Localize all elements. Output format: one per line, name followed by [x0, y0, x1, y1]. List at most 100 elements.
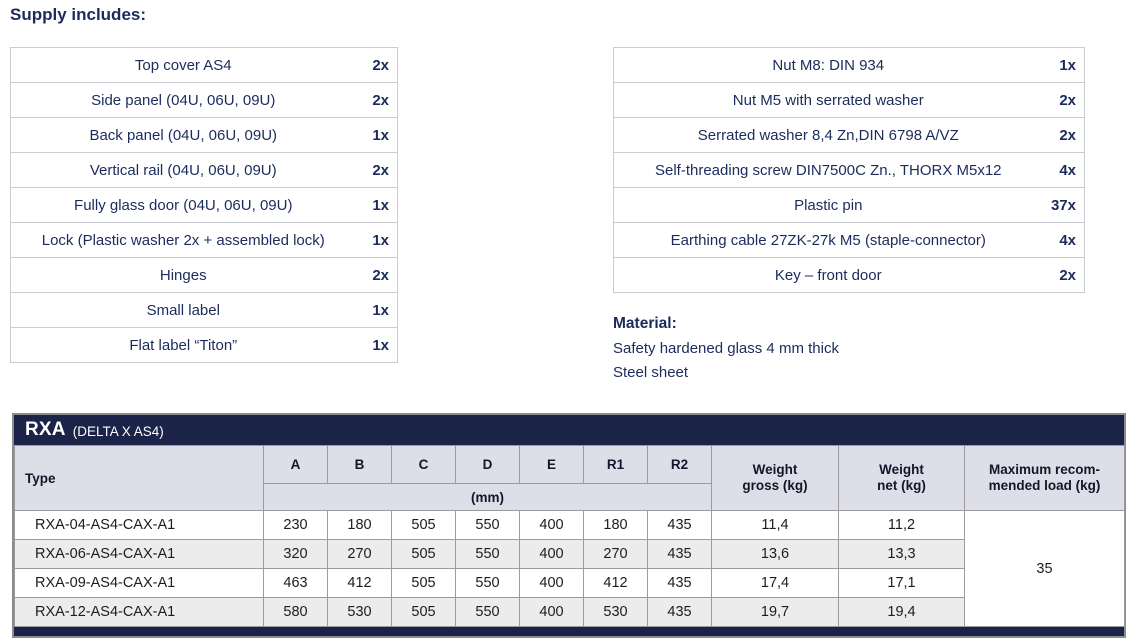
supply-item-name: Fully glass door (04U, 06U, 09U) [10, 187, 356, 223]
supply-row: Self-threading screw DIN7500C Zn., THORX… [613, 152, 1085, 188]
material-line: Steel sheet [613, 364, 689, 381]
rxa-type-cell: RXA-06-AS4-CAX-A1 [14, 539, 264, 569]
rxa-dimension-cell: 400 [519, 568, 584, 598]
rxa-weight-net-cell: 13,3 [838, 539, 965, 569]
rxa-dimension-cell: 230 [263, 510, 328, 540]
supply-row: Hinges 2x [10, 257, 398, 293]
rxa-bottom-bar [14, 627, 1124, 636]
rxa-weight-gross-cell: 11,4 [711, 510, 839, 540]
supply-row: Flat label “Titon” 1x [10, 327, 398, 363]
supply-item-name: Key – front door [613, 257, 1043, 293]
column-header-b: B [327, 445, 392, 484]
rxa-weight-gross-cell: 19,7 [711, 597, 839, 627]
rxa-weight-net-cell: 17,1 [838, 568, 965, 598]
rxa-dimension-cell: 550 [455, 539, 520, 569]
material-line: Safety hardened glass 4 mm thick [613, 340, 839, 357]
supply-item-name: Serrated washer 8,4 Zn,DIN 6798 A/VZ [613, 117, 1043, 153]
rxa-dimensions-table: Type A B C D E R1 R2 Weight gross (kg) W… [14, 445, 1125, 627]
supply-row: Nut M8: DIN 934 1x [614, 48, 1085, 83]
page-title: Supply includes: [10, 5, 147, 24]
supply-item-name: Nut M8: DIN 934 [772, 56, 885, 74]
column-header-weight-net: Weight net (kg) [838, 445, 965, 511]
supply-table-left-body: Top cover AS4 2x Side panel (04U, 06U, 09U… [10, 48, 398, 363]
column-header-a: A [263, 445, 328, 484]
rxa-table-head: Type A B C D E R1 R2 Weight gross (kg) W… [14, 445, 1125, 511]
material-title: Material: [613, 315, 677, 332]
supply-item-name: Vertical rail (04U, 06U, 09U) [10, 152, 356, 188]
supply-item-name: Top cover AS4 [134, 56, 232, 74]
column-header-c: C [391, 445, 456, 484]
supply-item-name: Plastic pin [613, 187, 1043, 223]
column-header-d: D [455, 445, 520, 484]
supply-row: Earthing cable 27ZK-27k M5 (staple-conne… [613, 222, 1085, 258]
supply-item-qty: 2x [1042, 82, 1085, 118]
supply-item-name: Earthing cable 27ZK-27k M5 (staple-conne… [613, 222, 1043, 258]
supply-item-qty: 1x [1059, 56, 1076, 74]
supply-row: Fully glass door (04U, 06U, 09U) 1x [10, 187, 398, 223]
supply-item-qty: 37x [1042, 187, 1085, 223]
rxa-dimension-cell: 505 [391, 510, 456, 540]
supply-row: Small label 1x [10, 292, 398, 328]
rxa-dimension-cell: 580 [263, 597, 328, 627]
rxa-dimension-cell: 550 [455, 510, 520, 540]
supply-item-qty: 4x [1042, 152, 1085, 188]
rxa-series-name: RXA [25, 419, 66, 440]
rxa-dimension-cell: 435 [647, 568, 712, 598]
supply-item-qty: 2x [1042, 117, 1085, 153]
rxa-dimension-cell: 435 [647, 597, 712, 627]
material-section: Material: Safety hardened glass 4 mm thi… [613, 312, 839, 385]
rxa-dimension-cell: 412 [583, 568, 648, 598]
rxa-dimension-cell: 320 [263, 539, 328, 569]
rxa-type-cell: RXA-12-AS4-CAX-A1 [14, 597, 264, 627]
column-header-r2: R2 [647, 445, 712, 484]
supply-item-qty: 1x [355, 327, 398, 363]
supply-item-qty: 1x [355, 222, 398, 258]
rxa-type-cell: RXA-09-AS4-CAX-A1 [14, 568, 264, 598]
rxa-dimension-cell: 505 [391, 597, 456, 627]
rxa-type-cell: RXA-04-AS4-CAX-A1 [14, 510, 264, 540]
supply-item-name: Flat label “Titon” [10, 327, 356, 363]
rxa-dimension-cell: 435 [647, 510, 712, 540]
rxa-table-row: RXA-12-AS4-CAX-A1 580 530 505 550 400 530 435 19… [14, 597, 1125, 627]
rxa-table-row: RXA-04-AS4-CAX-A1 230 180 505 550 400 180 435 11… [14, 510, 1125, 627]
rxa-table-body: RXA-04-AS4-CAX-A1 230 180 505 550 400 180 435 11… [14, 510, 1125, 627]
rxa-weight-net-cell: 11,2 [838, 510, 965, 540]
supply-item-qty: 2x [355, 257, 398, 293]
column-header-weight-gross: Weight gross (kg) [711, 445, 839, 511]
rxa-dimension-cell: 270 [583, 539, 648, 569]
supply-item-qty: 2x [355, 82, 398, 118]
supply-item-name: Nut M5 with serrated washer [613, 82, 1043, 118]
rxa-dimension-cell: 530 [327, 597, 392, 627]
rxa-dimension-cell: 550 [455, 597, 520, 627]
supply-row: Side panel (04U, 06U, 09U) 2x [10, 82, 398, 118]
supply-table-left: Top cover AS4 2x Side panel (04U, 06U, 09U… [10, 47, 398, 363]
supply-row: Vertical rail (04U, 06U, 09U) 2x [10, 152, 398, 188]
rxa-dimension-cell: 180 [327, 510, 392, 540]
supply-item-qty: 2x [355, 152, 398, 188]
rxa-dimension-cell: 505 [391, 568, 456, 598]
rxa-max-load-cell: 35 [964, 510, 1125, 627]
supply-item-qty: 1x [355, 187, 398, 223]
supply-table-right: Nut M8: DIN 934 1x Nut M5 with serrated wa… [613, 47, 1085, 293]
rxa-dimension-cell: 400 [519, 539, 584, 569]
rxa-dimension-cell: 412 [327, 568, 392, 598]
supply-item-name: Self-threading screw DIN7500C Zn., THORX… [613, 152, 1043, 188]
rxa-weight-gross-cell: 13,6 [711, 539, 839, 569]
column-header-e: E [519, 445, 584, 484]
supply-row: Plastic pin 37x [613, 187, 1085, 223]
supply-row: Top cover AS4 2x [11, 48, 398, 83]
unit-header-mm: (mm) [263, 483, 712, 511]
rxa-table-row: RXA-09-AS4-CAX-A1 463 412 505 550 400 412 435 17… [14, 568, 1125, 598]
rxa-dimension-cell: 400 [519, 597, 584, 627]
supply-item-name: Back panel (04U, 06U, 09U) [10, 117, 356, 153]
rxa-dimension-cell: 505 [391, 539, 456, 569]
supply-row: Serrated washer 8,4 Zn,DIN 6798 A/VZ 2x [613, 117, 1085, 153]
supply-item-name: Hinges [10, 257, 356, 293]
rxa-weight-net-cell: 19,4 [838, 597, 965, 627]
supply-row: Key – front door 2x [613, 257, 1085, 293]
column-header-max-load: Maximum recom- mended load (kg) [964, 445, 1125, 511]
supply-row: Lock (Plastic washer 2x + assembled lock… [10, 222, 398, 258]
supply-item-qty: 1x [355, 292, 398, 328]
rxa-weight-gross-cell: 17,4 [711, 568, 839, 598]
